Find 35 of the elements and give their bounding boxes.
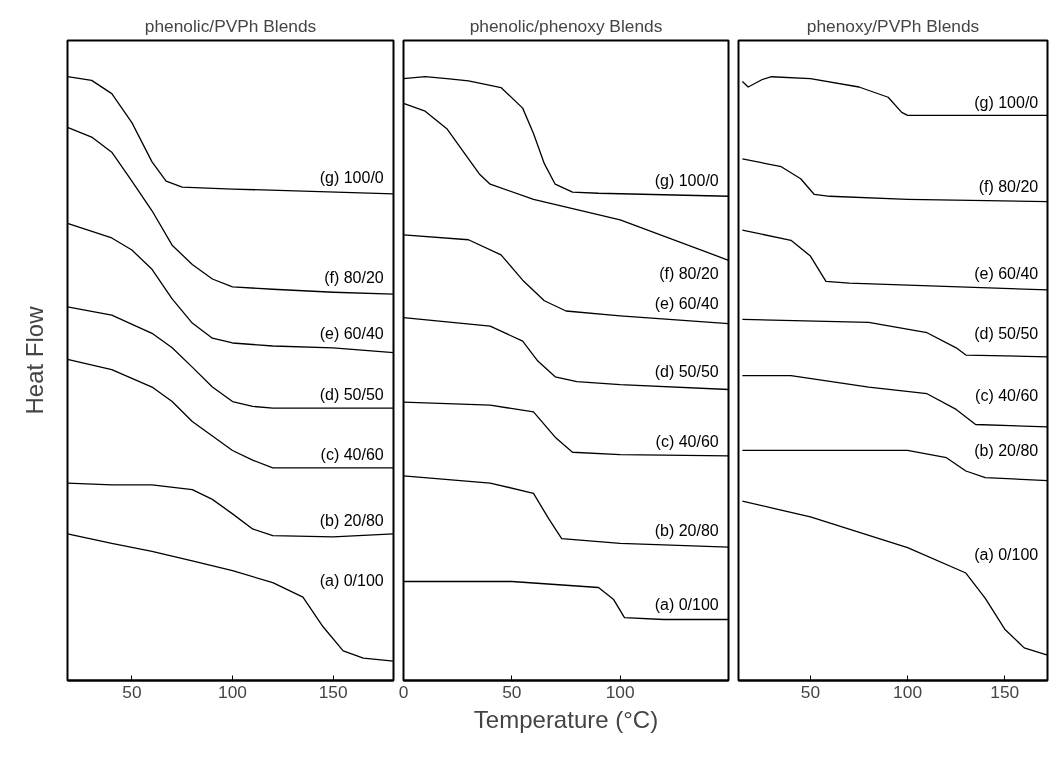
x-axis-title: Temperature (°C) (473, 705, 659, 733)
x-tick-label: 100 (605, 681, 635, 702)
x-tick-label: 150 (990, 681, 1020, 702)
x-tick-label: 50 (122, 681, 142, 702)
x-tick-label: 50 (502, 681, 522, 702)
series-label: (e) 60/40 (974, 264, 1039, 282)
series-label: (b) 20/80 (974, 441, 1039, 459)
series-label: (e) 60/40 (319, 324, 384, 342)
series-label: (g) 100/0 (319, 169, 384, 187)
chart-title: phenoxy/PVPh Blends (806, 15, 980, 36)
x-tick-label: 0 (398, 681, 409, 702)
x-tick-label: 100 (218, 681, 247, 702)
x-tick-label: 50 (800, 681, 821, 702)
y-axis-title: Heat Flow (20, 305, 48, 415)
series-label: (d) 50/50 (654, 363, 719, 381)
series-label: (a) 0/100 (319, 571, 384, 589)
series-label: (g) 100/0 (654, 172, 719, 190)
series-label: (a) 0/100 (974, 546, 1039, 564)
series-label: (c) 40/60 (655, 432, 719, 450)
series-label: (a) 0/100 (654, 596, 719, 614)
series-label: (b) 20/80 (654, 521, 719, 539)
series-label: (f) 80/20 (324, 268, 384, 286)
series-label: (e) 60/40 (654, 294, 719, 312)
series-label: (b) 20/80 (319, 511, 384, 529)
series-label: (c) 40/60 (320, 446, 384, 464)
series-label: (d) 50/50 (974, 325, 1039, 343)
series-label: (c) 40/60 (975, 386, 1039, 404)
x-tick-label: 150 (318, 681, 348, 702)
series-label: (g) 100/0 (974, 93, 1039, 111)
series-label: (d) 50/50 (319, 386, 384, 404)
chart-title: phenolic/PVPh Blends (144, 15, 317, 36)
series-label: (f) 80/20 (978, 178, 1039, 196)
chart-title: phenolic/phenoxy Blends (469, 15, 663, 36)
series-label: (f) 80/20 (659, 265, 719, 283)
x-tick-label: 100 (893, 681, 923, 702)
